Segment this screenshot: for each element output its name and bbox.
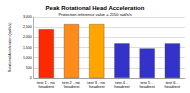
svg-text:test 1 - no: test 1 - no — [36, 79, 56, 85]
svg-text:3,000: 3,000 — [23, 15, 32, 19]
svg-text:headrest: headrest — [64, 84, 80, 89]
svg-text:test 4 -: test 4 - — [115, 79, 129, 85]
svg-text:1,000: 1,000 — [23, 56, 32, 60]
svg-text:Rotational Acceleration (rad/s: Rotational Acceleration (rad/s/s) — [8, 23, 12, 73]
svg-text:500: 500 — [26, 66, 32, 70]
svg-text:Protection reference value = 2: Protection reference value = 2150 rad/s/… — [58, 12, 131, 17]
svg-text:2,500: 2,500 — [23, 25, 32, 29]
svg-text:headrest: headrest — [165, 84, 181, 89]
svg-text:headrest: headrest — [114, 84, 130, 89]
svg-text:2,000: 2,000 — [23, 35, 32, 39]
svg-text:Peak Rotational Head Accelerat: Peak Rotational Head Acceleration — [46, 5, 145, 11]
svg-text:test 3 - no: test 3 - no — [87, 79, 107, 85]
svg-text:1,500: 1,500 — [23, 46, 32, 50]
svg-text:headrest: headrest — [139, 84, 155, 89]
svg-text:test 2 - no: test 2 - no — [62, 79, 81, 85]
svg-text:headrest: headrest — [38, 84, 54, 89]
svg-text:test 6 -: test 6 - — [165, 79, 180, 85]
svg-text:headrest: headrest — [89, 84, 105, 89]
svg-text:test 5 -: test 5 - — [140, 79, 154, 85]
svg-text:0: 0 — [30, 76, 32, 80]
